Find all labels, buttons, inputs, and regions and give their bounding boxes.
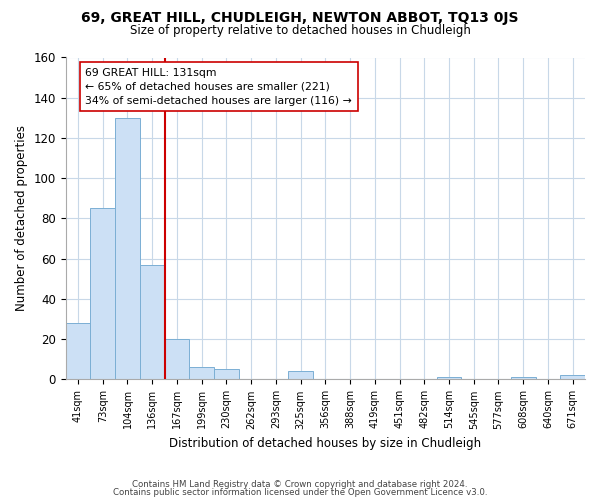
Bar	[560, 376, 585, 380]
Bar	[437, 378, 461, 380]
Bar	[288, 372, 313, 380]
Bar	[164, 339, 190, 380]
Text: 69, GREAT HILL, CHUDLEIGH, NEWTON ABBOT, TQ13 0JS: 69, GREAT HILL, CHUDLEIGH, NEWTON ABBOT,…	[81, 11, 519, 25]
Bar	[214, 370, 239, 380]
Bar	[115, 118, 140, 380]
Y-axis label: Number of detached properties: Number of detached properties	[15, 126, 28, 312]
Bar	[65, 323, 91, 380]
Text: Size of property relative to detached houses in Chudleigh: Size of property relative to detached ho…	[130, 24, 470, 37]
Bar	[91, 208, 115, 380]
Text: Contains HM Land Registry data © Crown copyright and database right 2024.: Contains HM Land Registry data © Crown c…	[132, 480, 468, 489]
Bar	[190, 368, 214, 380]
Text: 69 GREAT HILL: 131sqm
← 65% of detached houses are smaller (221)
34% of semi-det: 69 GREAT HILL: 131sqm ← 65% of detached …	[85, 68, 352, 106]
Text: Contains public sector information licensed under the Open Government Licence v3: Contains public sector information licen…	[113, 488, 487, 497]
Bar	[511, 378, 536, 380]
X-axis label: Distribution of detached houses by size in Chudleigh: Distribution of detached houses by size …	[169, 437, 481, 450]
Bar	[140, 265, 164, 380]
